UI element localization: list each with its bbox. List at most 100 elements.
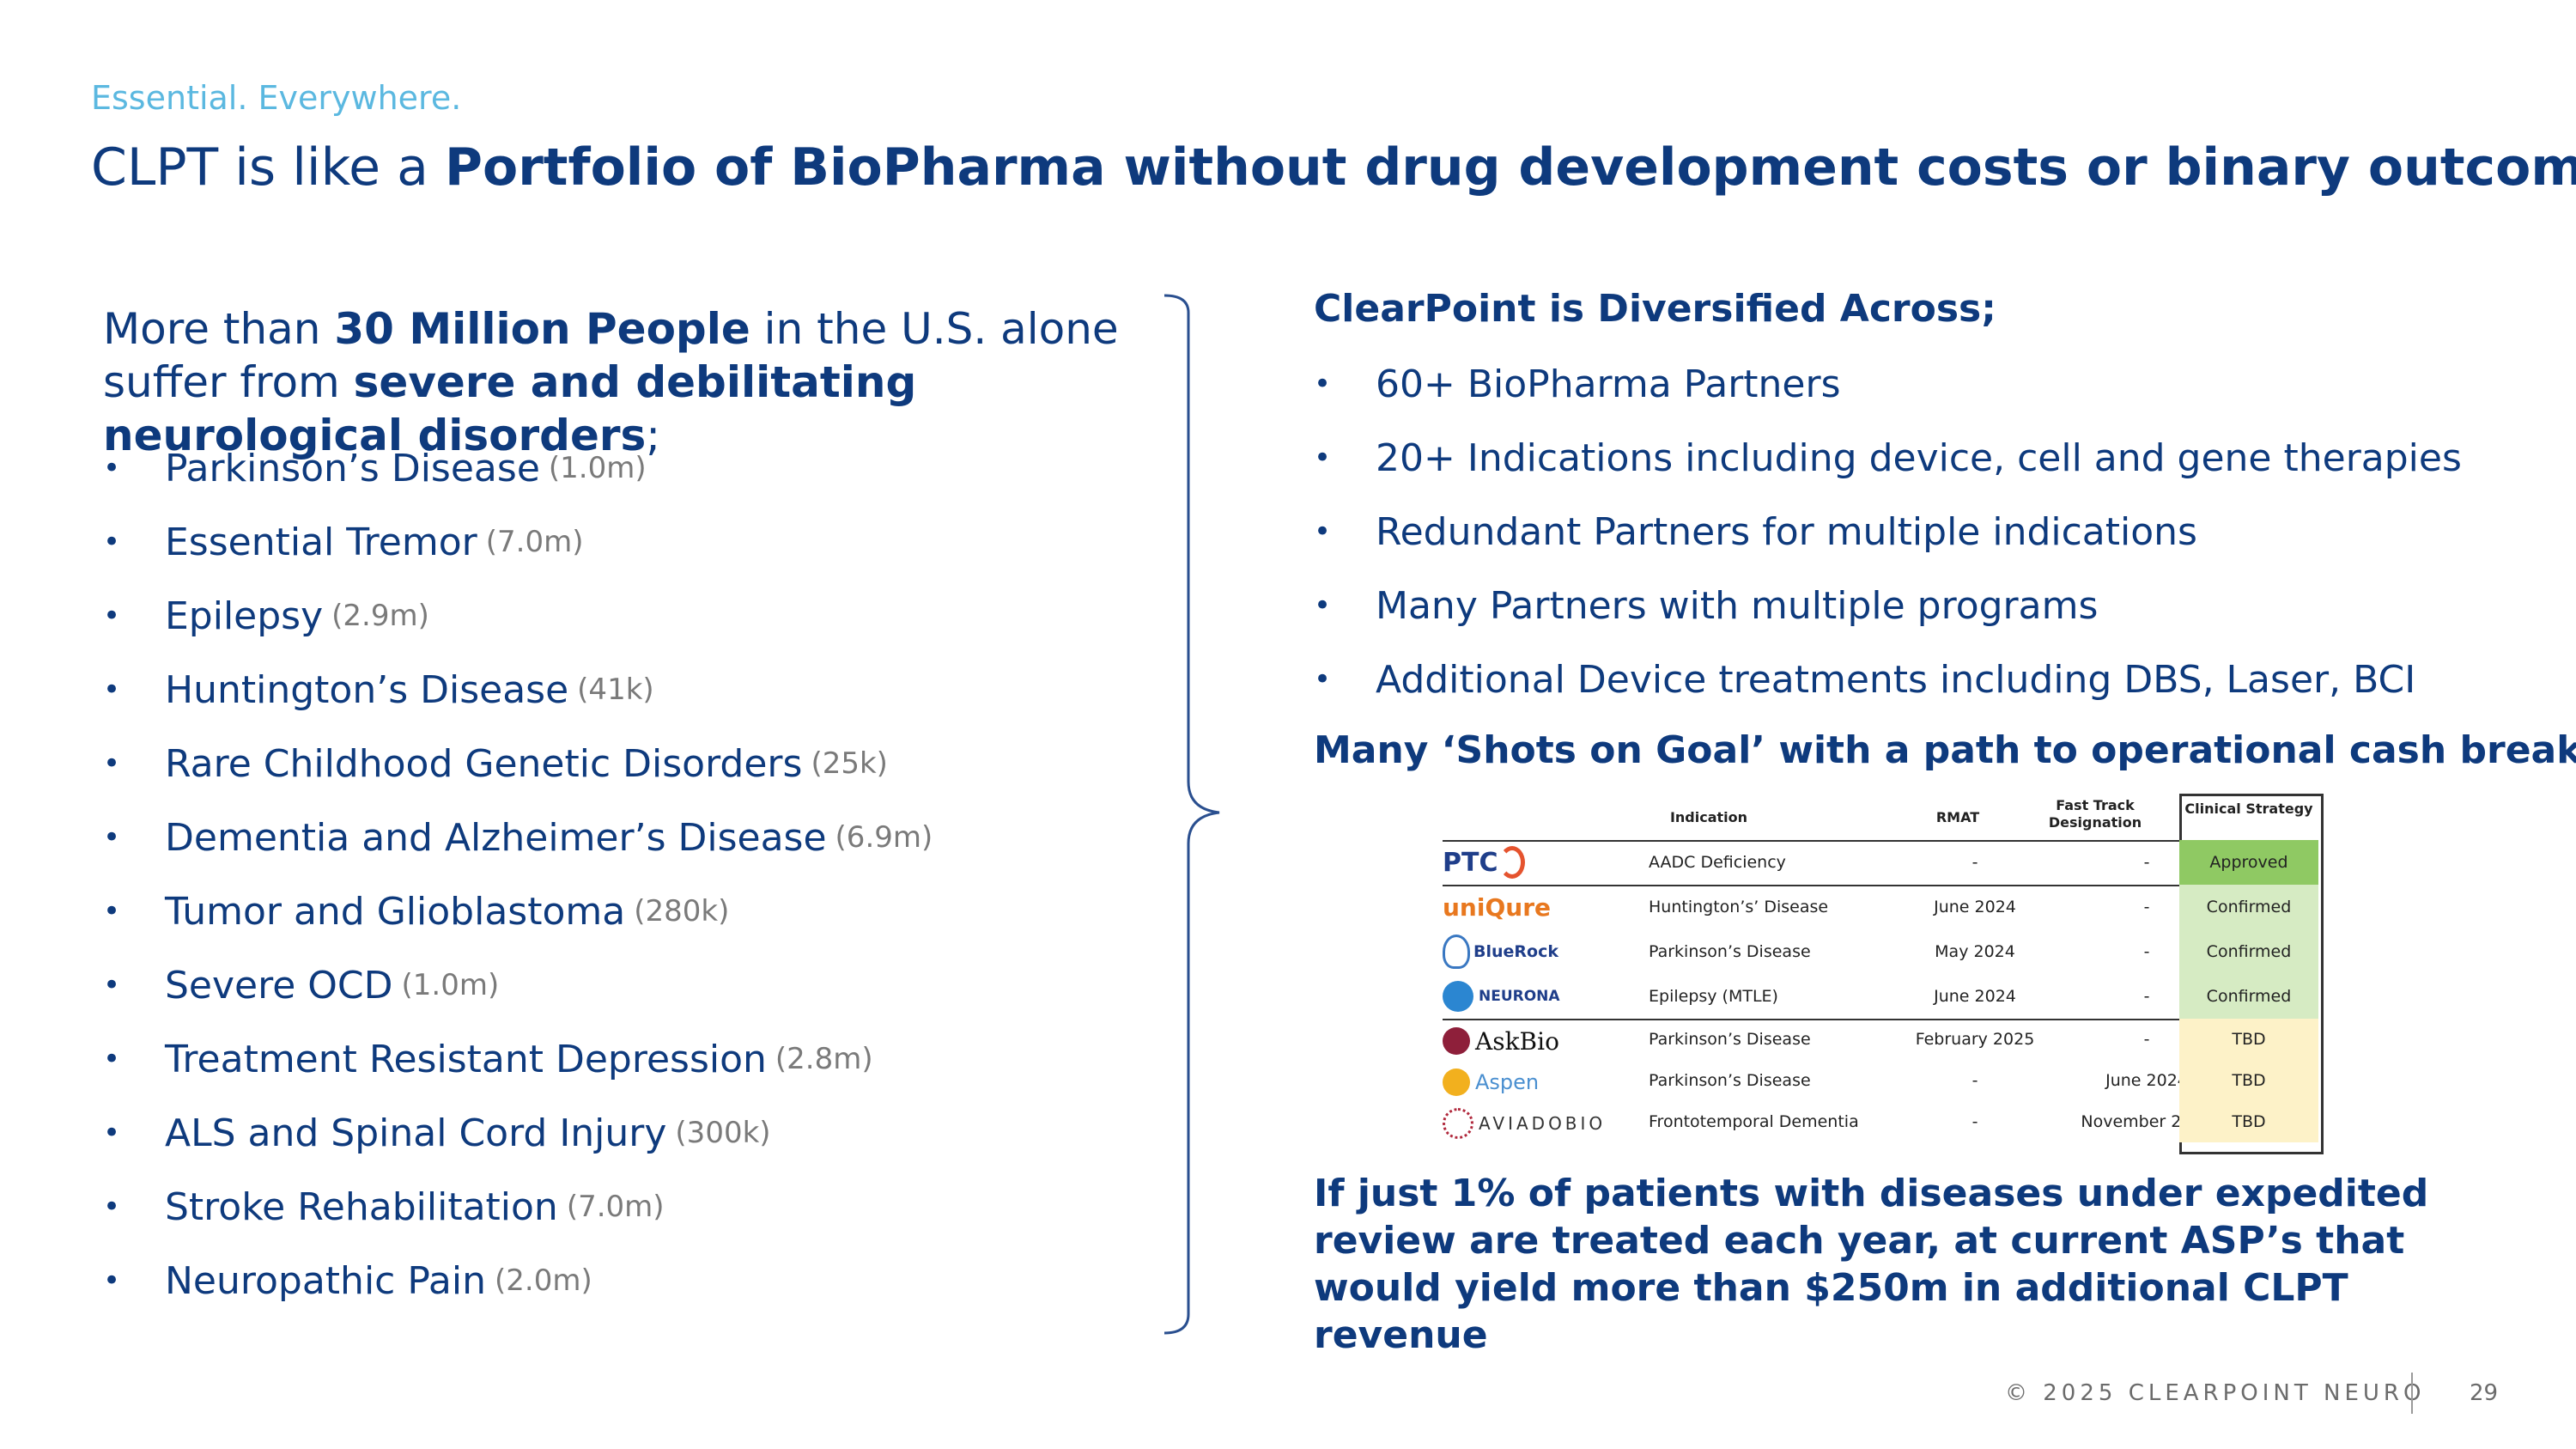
diversified-item: • Additional Device treatments including …: [1314, 642, 2462, 716]
indication-cell: Parkinson’s Disease: [1649, 1071, 1811, 1090]
disease-prevalence: (25k): [811, 746, 888, 781]
aviadobio-logo: AVIADOBIO: [1443, 1106, 1606, 1141]
fast-track-cell: June 2024: [2105, 1071, 2188, 1090]
intro-bold-1: 30 Million People: [334, 304, 750, 354]
disease-item: • ALS and Spinal Cord Injury (300k): [103, 1096, 933, 1170]
table-row: AVIADOBIO Frontotemporal Dementia - Nove…: [1443, 1101, 2318, 1142]
bullet: •: [103, 820, 121, 855]
bullet: •: [103, 525, 121, 559]
bullet: •: [103, 673, 121, 707]
table-row: BlueRock Parkinson’s Disease May 2024 - …: [1443, 929, 2318, 974]
header-rmat: RMAT: [1935, 809, 1980, 825]
indication-cell: AADC Deficiency: [1649, 853, 1786, 872]
disease-prevalence: (6.9m): [835, 820, 933, 855]
diversified-text: 60+ BioPharma Partners: [1376, 362, 1841, 406]
disease-name: Treatment Resistant Depression: [165, 1037, 767, 1081]
bullet: •: [103, 1042, 121, 1076]
indication-cell: Huntington’s’ Disease: [1649, 898, 1829, 916]
clinical-strategy-cell: Approved: [2179, 840, 2318, 885]
bullet: •: [1314, 367, 1332, 401]
copyright: © 2025 CLEARPOINT NEURO: [2005, 1380, 2426, 1406]
table-row: PTC AADC Deficiency - - Approved: [1443, 840, 2318, 885]
disease-name: Stroke Rehabilitation: [165, 1184, 558, 1229]
bullet: •: [103, 746, 121, 781]
page-title: CLPT is like a Portfolio of BioPharma wi…: [91, 137, 2576, 198]
ptc-logo: PTC: [1443, 845, 1526, 880]
rmat-cell: -: [1971, 853, 1978, 872]
bullet: •: [103, 1263, 121, 1298]
disease-name: ALS and Spinal Cord Injury: [165, 1111, 667, 1155]
fast-track-cell: -: [2143, 853, 2150, 872]
disease-name: Dementia and Alzheimer’s Disease: [165, 815, 827, 860]
table-row: NEURONA Epilepsy (MTLE) June 2024 - Conf…: [1443, 974, 2318, 1019]
neurona-logo: NEURONA: [1443, 979, 1560, 1014]
clinical-strategy-cell: TBD: [2179, 1060, 2318, 1101]
diversified-text: 20+ Indications including device, cell a…: [1376, 435, 2462, 480]
intro-text-2: in the U.S. alone suffer from: [103, 304, 1119, 407]
table-row: AskBio Parkinson’s Disease February 2025…: [1443, 1019, 2318, 1060]
title-bold: Portfolio of BioPharma without drug deve…: [445, 137, 2576, 198]
disease-name: Parkinson’s Disease: [165, 446, 540, 490]
rmat-cell: June 2024: [1934, 898, 2016, 916]
rmat-cell: -: [1971, 1112, 1978, 1131]
disease-item: • Epilepsy (2.9m): [103, 579, 933, 653]
bullet: •: [103, 1190, 121, 1224]
clinical-strategy-cell: Confirmed: [2179, 974, 2318, 1019]
indication-cell: Parkinson’s Disease: [1649, 942, 1811, 961]
table-divider: [1443, 840, 2179, 842]
bullet: •: [1314, 662, 1332, 697]
disease-name: Epilepsy: [165, 594, 324, 638]
disease-item: • Stroke Rehabilitation (7.0m): [103, 1170, 933, 1244]
indication-cell: Epilepsy (MTLE): [1649, 987, 1778, 1006]
page-number: 29: [2470, 1380, 2499, 1406]
rmat-cell: May 2024: [1935, 942, 2015, 961]
disease-prevalence: (1.0m): [401, 968, 500, 1002]
disease-prevalence: (300k): [675, 1116, 771, 1150]
intro-text-1: More than: [103, 304, 335, 354]
bullet: •: [1314, 588, 1332, 623]
table-row: Aspen Parkinson’s Disease - June 2024 TB…: [1443, 1060, 2318, 1101]
table-divider: [1443, 885, 2179, 886]
disease-item: • Tumor and Glioblastoma (280k): [103, 874, 933, 948]
disease-item: • Severe OCD (1.0m): [103, 948, 933, 1022]
disease-prevalence: (280k): [634, 894, 730, 928]
indication-cell: Frontotemporal Dementia: [1649, 1112, 1859, 1131]
disease-prevalence: (7.0m): [566, 1190, 665, 1224]
bullet: •: [103, 894, 121, 928]
disease-item: • Dementia and Alzheimer’s Disease (6.9m): [103, 801, 933, 874]
diversified-text: Redundant Partners for multiple indicati…: [1376, 509, 2197, 554]
disease-list: • Parkinson’s Disease (1.0m) • Essential Tr…: [103, 431, 933, 1318]
intro-paragraph: More than 30 Million People in the U.S. …: [103, 302, 1159, 462]
diversified-list: • 60+ BioPharma Partners • 20+ Indications…: [1314, 347, 2462, 716]
fast-track-cell: -: [2143, 942, 2150, 961]
disease-name: Neuropathic Pain: [165, 1258, 486, 1303]
bullet: •: [103, 451, 121, 485]
fast-track-cell: -: [2143, 987, 2150, 1006]
disease-item: • Neuropathic Pain (2.0m): [103, 1244, 933, 1318]
title-plain: CLPT is like a: [91, 137, 446, 198]
diversified-heading: ClearPoint is Diversified Across;: [1314, 287, 1996, 331]
indication-cell: Parkinson’s Disease: [1649, 1030, 1811, 1049]
revenue-statement: If just 1% of patients with diseases und…: [1314, 1172, 2429, 1357]
fast-track-cell: -: [2143, 1030, 2150, 1049]
disease-name: Huntington’s Disease: [165, 667, 569, 712]
partner-table: Indication RMAT Fast Track Designation C…: [1443, 794, 2324, 1154]
header-fast-track: Fast Track Designation: [2048, 797, 2142, 831]
tagline: Essential. Everywhere.: [91, 79, 462, 117]
header-indication: Indication: [1669, 809, 1748, 825]
header-clinical-strategy: Clinical Strategy: [2184, 801, 2313, 817]
diversified-item: • Many Partners with multiple programs: [1314, 569, 2462, 642]
curly-brace-icon: [1163, 294, 1220, 1335]
disease-item: • Rare Childhood Genetic Disorders (25k): [103, 727, 933, 801]
shots-on-goal-heading: Many ‘Shots on Goal’ with a path to oper…: [1314, 728, 2576, 772]
clinical-strategy-cell: Confirmed: [2179, 885, 2318, 929]
diversified-item: • 20+ Indications including device, cell …: [1314, 421, 2462, 495]
disease-prevalence: (2.0m): [494, 1263, 592, 1298]
disease-item: • Essential Tremor (7.0m): [103, 505, 933, 579]
rmat-cell: February 2025: [1915, 1030, 2035, 1049]
disease-item: • Treatment Resistant Depression (2.8m): [103, 1022, 933, 1096]
bullet: •: [103, 599, 121, 633]
bullet: •: [1314, 441, 1332, 475]
uniqure-logo: uniQure: [1443, 892, 1551, 922]
rmat-cell: June 2024: [1934, 987, 2016, 1006]
